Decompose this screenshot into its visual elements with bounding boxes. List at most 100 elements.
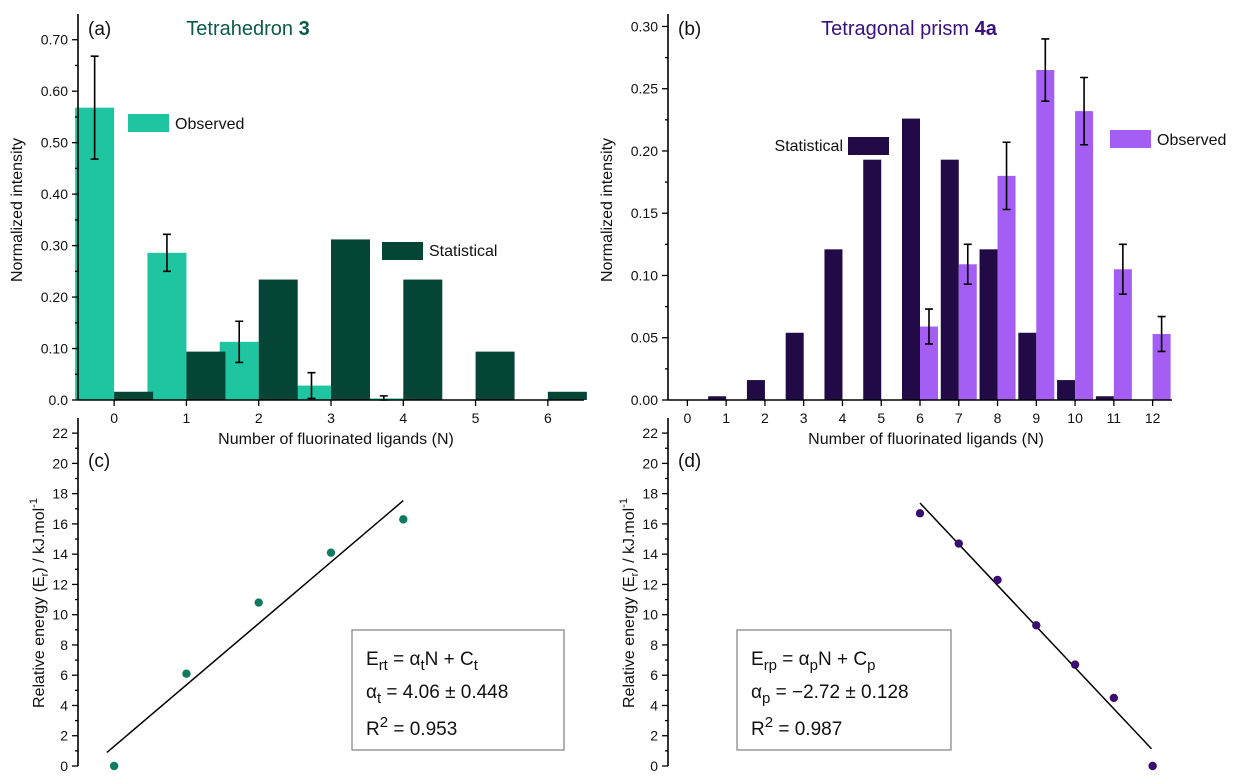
panel-b-y-tick-label: 0.05: [631, 330, 658, 346]
panel-d-y-tick-label: 14: [642, 546, 658, 562]
panel-b-y-tick-label: 0.00: [631, 392, 658, 408]
panel-b-x-tick-label: 0: [683, 410, 691, 426]
panel-c-y-tick-label: 6: [60, 667, 68, 683]
panel-b-legend-statistical-swatch: [848, 137, 889, 155]
panel-a-bar-statistical-2: [258, 279, 298, 400]
panel-a-x-tick-label: 3: [327, 410, 335, 426]
panel-c-point-4: [399, 515, 408, 524]
panel-c-fit: [106, 500, 404, 754]
panel-b-prism-histogram: 0.000.050.100.150.200.250.300 1 2 3 4 5 6 7 8 9 10…: [599, 14, 1226, 448]
panel-a-y-axis-title: Normalized intensity: [9, 138, 26, 282]
panel-b-bar-statistical-10: [1057, 380, 1076, 400]
panel-a-error-bar-1: [162, 233, 171, 273]
panel-a-bar-statistical-3: [331, 239, 370, 400]
panel-b-x-tick-label: 10: [1067, 410, 1083, 426]
panel-a-legend-observed-swatch: [128, 114, 169, 132]
panel-a-x-tick-label: 5: [472, 410, 480, 426]
panel-b-bar-statistical-8: [979, 249, 998, 400]
panel-b-bar-statistical-5: [863, 159, 882, 400]
panel-c-y-tick-label: 8: [60, 637, 68, 653]
panel-a-error-bar-2: [235, 320, 244, 364]
panel-c-point-2: [254, 598, 263, 607]
panel-a-y-tick-label: 0.60: [41, 83, 68, 99]
panel-a-x-tick-label: 4: [399, 410, 407, 426]
panel-b-x-tick-label: 1: [722, 410, 730, 426]
panel-b-x-axis-title: Number of fluorinated ligands (N): [808, 431, 1044, 448]
panel-b-y-tick-label: 0.25: [631, 81, 658, 97]
panel-b-bar-observed-12: [1152, 334, 1171, 400]
panel-a-legend-statistical-label: Statistical: [429, 243, 497, 260]
panel-c-tetrahedron-energy: 0 2 4 6 8 10 12 14 16 18 20 22 (c) Relative energy …: [28, 418, 565, 774]
panel-d-y-tick-label: 0: [650, 758, 658, 774]
panel-a-y-tick-label: 0.20: [41, 289, 68, 305]
panel-d-equation-line-2: αp = −2.72 ± 0.128: [751, 682, 909, 707]
panel-b-legend-observed-label: Observed: [1157, 132, 1226, 149]
panel-d-prism-energy: 0 2 4 6 8 10 12 14 16 18 20 22 (d) Relative energy …: [618, 418, 1157, 774]
panel-c-label: (c): [88, 451, 110, 472]
panel-d-axes: 0 2 4 6 8 10 12 14 16 18 20 22: [642, 418, 669, 774]
panel-b-bar-observed-10: [1075, 111, 1094, 401]
panel-b-y-tick-label: 0.30: [631, 18, 658, 34]
panel-b-y-tick-label: 0.10: [631, 267, 658, 283]
panel-d-y-tick-label: 10: [642, 607, 658, 623]
panel-d-y-tick-label: 16: [642, 516, 658, 532]
panel-c-point-1: [182, 669, 191, 678]
panel-b-error-bar-7: [963, 243, 972, 285]
panel-c-y-tick-label: 2: [60, 728, 68, 744]
panel-b-x-tick-label: 11: [1107, 410, 1122, 426]
panel-a-axes: 0.0 0.10 0.20 0.30 0.40 0.50 0.60 0.70 0 1 2 3 4 5 6: [41, 14, 584, 426]
panel-b-bars: [669, 70, 1171, 401]
panel-d-point-6: [915, 509, 925, 518]
panel-b-x-tick-label: 7: [955, 410, 963, 426]
panel-d-y-tick-label: 12: [642, 576, 658, 592]
panel-b-legend-statistical-label: Statistical: [775, 138, 843, 155]
panel-c-point-3: [326, 548, 336, 557]
panel-c-y-tick-label: 20: [52, 455, 68, 471]
panel-d-y-tick-label: 22: [642, 425, 658, 441]
panel-b-error-bar-8: [1002, 141, 1011, 211]
panel-a-y-tick-label: 0.40: [41, 186, 68, 202]
panel-a-x-axis-title: Number of fluorinated ligands (N): [218, 431, 454, 448]
panel-a-tetrahedron-histogram: 0.0 0.10 0.20 0.30 0.40 0.50 0.60 0.70 0 1 2 3 4 5 6 (…: [9, 14, 587, 448]
panel-c-equation-box: Ert = αtN + Ct αt = 4.06 ± 0.448 R2 = 0.…: [351, 629, 565, 751]
panel-a-bar-statistical-4: [403, 279, 443, 400]
panel-c-y-tick-label: 18: [52, 486, 68, 502]
panel-c-point-0: [109, 761, 119, 771]
panel-b-axes: 0.000.050.100.150.200.250.300 1 2 3 4 5 6 7 8 9 10…: [631, 14, 1172, 426]
panel-b-x-tick-label: 12: [1145, 410, 1161, 426]
panel-c-y-tick-label: 16: [52, 516, 68, 532]
panel-c-equation-line-3: R2 = 0.953: [366, 714, 457, 740]
panel-a-error-bar-0: [90, 55, 99, 160]
panel-d-y-tick-label: 20: [642, 455, 658, 471]
panel-b-label: (b): [678, 19, 701, 40]
panel-a-x-tick-label: 6: [544, 410, 552, 426]
panel-c-y-axis-title: Relative energy (Er) / kJ.mol-1: [28, 498, 51, 708]
panel-b-x-tick-label: 3: [800, 410, 808, 426]
panel-b-error-bar-11: [1118, 243, 1127, 295]
panel-d-y-tick-label: 6: [650, 667, 658, 683]
panel-d-y-axis-title: Relative energy (Er) / kJ.mol-1: [618, 498, 641, 708]
panel-b-y-axis-title: Normalized intensity: [599, 138, 616, 282]
panel-a-y-tick-label: 0.70: [41, 32, 68, 48]
panel-b-x-tick-label: 5: [877, 410, 885, 426]
panel-c-y-tick-label: 10: [52, 607, 68, 623]
panel-d-label: (d): [678, 451, 701, 472]
panel-d-equation-line-1: Erp = αpN + Cp: [751, 649, 875, 674]
panel-a-error-bar-3: [307, 371, 316, 400]
panel-d-point-9: [1032, 621, 1041, 630]
panel-d-point-12: [1148, 761, 1157, 771]
panel-d-y-tick-label: 2: [650, 728, 658, 744]
panel-a-bar-statistical-6: [547, 391, 587, 400]
panel-b-x-tick-label: 4: [839, 410, 847, 426]
panel-a-bar-statistical-0: [114, 391, 154, 400]
panel-a-bar-statistical-1: [186, 351, 226, 400]
panel-d-point-11: [1109, 693, 1119, 703]
panel-c-equation-line-1: Ert = αtN + Ct: [366, 649, 479, 674]
panel-b-legend-observed-swatch: [1110, 130, 1151, 148]
panel-b-bar-statistical-11: [1095, 396, 1114, 400]
panel-b-error-bar-6: [925, 308, 933, 345]
panel-b-bar-statistical-6: [902, 118, 920, 400]
panel-d-point-10: [1070, 660, 1080, 669]
panel-d-y-tick-label: 18: [642, 486, 658, 502]
